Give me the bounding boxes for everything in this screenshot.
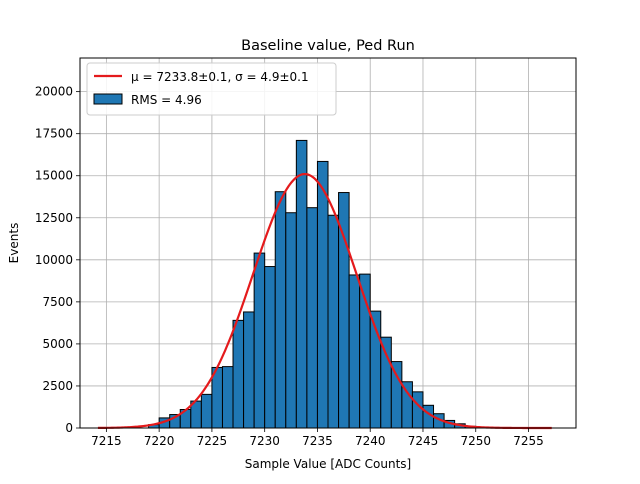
histogram-bar bbox=[348, 274, 361, 429]
y-tick-label: 20000 bbox=[35, 85, 73, 99]
y-tick-label: 17500 bbox=[35, 127, 73, 141]
y-axis-ticks: 0 2500 5000 7500 10000 12500 15000 17500 20000 bbox=[35, 85, 80, 435]
y-tick-label: 5000 bbox=[42, 337, 73, 351]
legend-box bbox=[86, 62, 337, 116]
y-tick-label: 7500 bbox=[42, 295, 73, 309]
histogram-bar bbox=[285, 212, 297, 429]
histogram-bar bbox=[221, 366, 234, 429]
histogram-bar bbox=[327, 214, 340, 429]
x-tick-label: 7240 bbox=[355, 434, 386, 448]
histogram-bar bbox=[306, 207, 318, 429]
y-tick-label: 0 bbox=[65, 421, 73, 435]
gaussian-fit-curve bbox=[97, 172, 552, 430]
y-tick-label: 15000 bbox=[35, 169, 73, 183]
y-axis-label: Events bbox=[7, 223, 21, 264]
x-tick-label: 7230 bbox=[249, 434, 280, 448]
x-tick-label: 7215 bbox=[91, 434, 122, 448]
y-tick-label: 2500 bbox=[42, 379, 73, 393]
histogram-bar bbox=[232, 319, 245, 429]
x-axis-ticks: 7215 7220 7225 7230 7235 7240 7245 7250 7255 bbox=[91, 428, 544, 448]
plot-frame bbox=[79, 57, 577, 429]
x-axis-label: Sample Value [ADC Counts] bbox=[245, 457, 411, 471]
y-tick-label: 12500 bbox=[35, 211, 73, 225]
chart-title: Baseline value, Ped Run bbox=[241, 38, 415, 54]
histogram-bar bbox=[264, 266, 276, 429]
x-tick-label: 7245 bbox=[408, 434, 439, 448]
histogram-bar bbox=[380, 336, 392, 429]
fit-curve-layer bbox=[97, 172, 552, 430]
legend-histogram-swatch bbox=[93, 93, 123, 105]
y-tick-label: 10000 bbox=[35, 253, 73, 267]
x-tick-label: 7225 bbox=[197, 434, 228, 448]
x-tick-label: 7220 bbox=[144, 434, 175, 448]
x-tick-label: 7255 bbox=[513, 434, 544, 448]
histogram-bar bbox=[316, 160, 329, 429]
histogram-bar bbox=[200, 393, 213, 429]
x-tick-label: 7235 bbox=[302, 434, 333, 448]
legend-fit-label: μ = 7233.8±0.1, σ = 4.9±0.1 bbox=[131, 70, 309, 84]
x-tick-label: 7250 bbox=[460, 434, 491, 448]
legend: μ = 7233.8±0.1, σ = 4.9±0.1 RMS = 4.96 bbox=[86, 62, 337, 116]
histogram-bar bbox=[243, 311, 255, 429]
histogram-bar bbox=[390, 361, 403, 429]
histogram-bar bbox=[295, 139, 308, 429]
histogram-bars bbox=[148, 139, 477, 429]
histogram-bar bbox=[411, 391, 424, 429]
histogram-bar bbox=[253, 252, 266, 429]
legend-histogram-label: RMS = 4.96 bbox=[131, 93, 202, 107]
histogram-bar bbox=[274, 191, 287, 429]
